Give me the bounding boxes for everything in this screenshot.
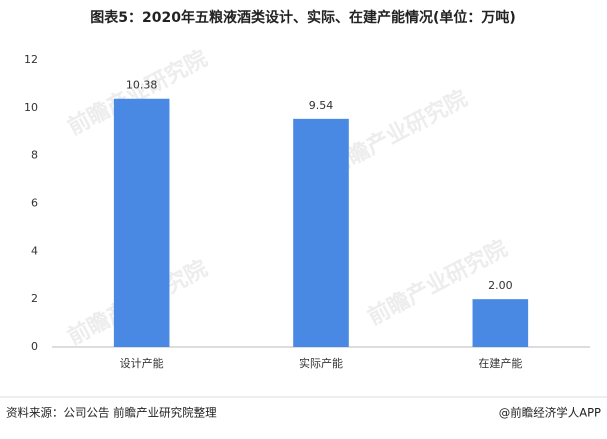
y-tick-label: 12 bbox=[24, 53, 38, 66]
bar bbox=[113, 98, 170, 348]
x-tick-label: 实际产能 bbox=[299, 356, 343, 370]
source: 资料来源：公司公告 前瞻产业研究院整理 bbox=[6, 406, 217, 420]
y-tick-label: 0 bbox=[31, 340, 38, 353]
y-tick-label: 10 bbox=[24, 101, 38, 114]
credit: @前瞻经济学人APP bbox=[499, 406, 601, 420]
bar bbox=[293, 118, 349, 348]
chart-title: 图表5：2020年五粮液酒类设计、实际、在建产能情况(单位：万吨) bbox=[90, 9, 516, 26]
data-label: 9.54 bbox=[309, 99, 334, 112]
y-tick-label: 2 bbox=[31, 292, 38, 305]
x-tick-label: 设计产能 bbox=[120, 356, 164, 370]
y-tick-label: 8 bbox=[31, 149, 38, 162]
data-label: 2.00 bbox=[488, 279, 513, 292]
data-label: 10.38 bbox=[126, 79, 158, 92]
y-tick-label: 6 bbox=[31, 197, 38, 210]
bar bbox=[472, 299, 529, 347]
x-tick-label: 在建产能 bbox=[478, 356, 522, 370]
y-tick-label: 4 bbox=[31, 244, 38, 257]
